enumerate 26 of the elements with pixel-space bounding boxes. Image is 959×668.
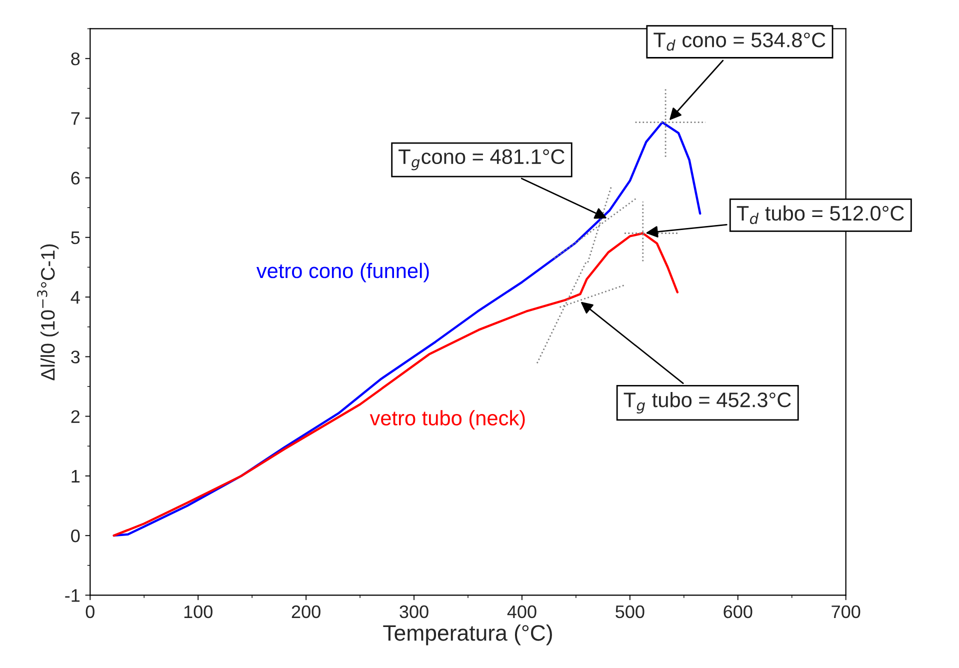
y-tick-label: 2 — [71, 410, 80, 423]
x-tick-label: 0 — [86, 605, 94, 618]
x-tick-label: 100 — [184, 605, 212, 618]
series-label: vetro tubo (neck) — [370, 410, 525, 430]
annotation: T$_{d}$ tubo = 512.0°C — [736, 205, 904, 224]
annotation: T$_{g}$cono = 481.1°C — [398, 149, 564, 170]
y-tick-label: 3 — [71, 350, 80, 364]
y-axis-title: Δl/l0 (10$^{−3}$°C-1) — [37, 244, 59, 380]
y-tick-label: 4 — [70, 291, 80, 304]
x-tick-label: 400 — [507, 605, 536, 618]
x-tick-label: 500 — [616, 605, 644, 618]
y-tick-label: 0 — [71, 529, 80, 542]
text: vetro cono (funnel) — [256, 262, 429, 282]
x-tick-label: 300 — [400, 605, 428, 618]
y-tick-label: 6 — [71, 172, 80, 185]
x-tick-label: 600 — [724, 605, 752, 618]
y-tick-label: 7 — [71, 112, 80, 125]
y-tick-label: 1 — [72, 470, 80, 482]
annotation: T$_{d}$ cono = 534.8°C — [654, 32, 826, 51]
x-tick-label: 700 — [832, 605, 860, 618]
x-axis-title: Temperatura (°C) — [383, 624, 552, 646]
x-tick-label: 200 — [292, 605, 320, 618]
y-tick-label: -1 — [65, 589, 80, 602]
y-tick-label: 8 — [71, 52, 80, 66]
y-tick-label: 5 — [71, 232, 80, 244]
annotation: T$_{g}$ tubo = 452.3°C — [624, 392, 791, 414]
